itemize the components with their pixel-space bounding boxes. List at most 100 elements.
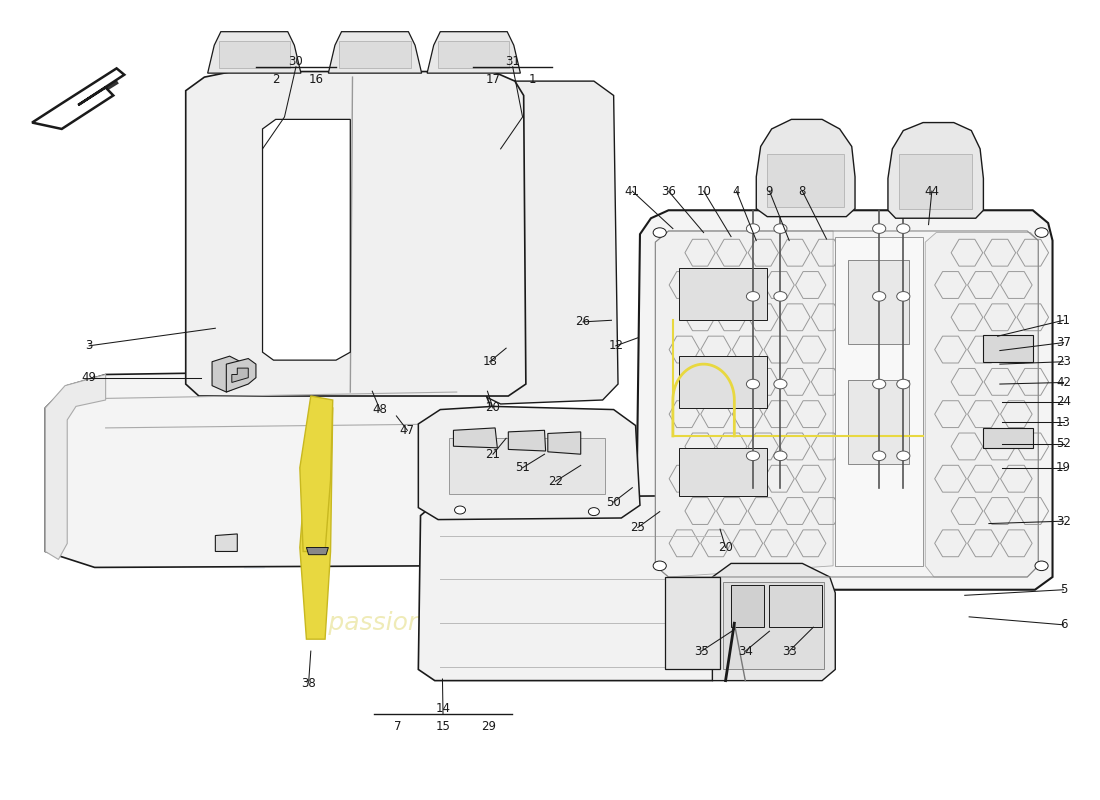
Text: 34: 34 (738, 645, 752, 658)
Circle shape (773, 379, 786, 389)
Circle shape (872, 379, 886, 389)
Circle shape (1035, 228, 1048, 238)
Bar (680, 448, 767, 496)
Polygon shape (186, 71, 526, 396)
Text: 18: 18 (482, 355, 497, 368)
Polygon shape (32, 68, 124, 129)
Circle shape (747, 379, 760, 389)
Text: 15: 15 (436, 720, 451, 734)
Text: 29: 29 (481, 720, 496, 734)
Text: 6: 6 (1059, 618, 1067, 631)
Text: 8: 8 (799, 185, 806, 198)
Polygon shape (769, 585, 822, 627)
Text: 31: 31 (505, 54, 520, 68)
Text: 13: 13 (1056, 416, 1071, 429)
Polygon shape (983, 428, 1033, 448)
Polygon shape (449, 438, 605, 494)
Text: 50: 50 (606, 495, 621, 509)
Text: 33: 33 (782, 645, 796, 658)
Text: 26: 26 (575, 315, 591, 328)
Polygon shape (508, 430, 546, 451)
Text: 4: 4 (733, 185, 740, 198)
Text: 17: 17 (485, 73, 501, 86)
Polygon shape (418, 496, 728, 681)
Circle shape (896, 379, 910, 389)
Circle shape (872, 291, 886, 301)
Polygon shape (418, 406, 640, 519)
Text: 12: 12 (608, 339, 624, 352)
Circle shape (653, 561, 667, 570)
Circle shape (747, 224, 760, 234)
Text: 37: 37 (1056, 336, 1071, 349)
Text: 51: 51 (515, 462, 530, 474)
Text: 19: 19 (1056, 462, 1071, 474)
Text: 1: 1 (529, 73, 536, 86)
Polygon shape (339, 42, 410, 68)
Circle shape (872, 224, 886, 234)
Text: 14: 14 (436, 702, 451, 715)
Text: 42: 42 (1056, 376, 1071, 389)
Polygon shape (329, 32, 421, 73)
Text: 25: 25 (630, 521, 646, 534)
Polygon shape (767, 154, 844, 207)
Text: 30: 30 (288, 54, 304, 68)
Circle shape (773, 451, 786, 461)
Polygon shape (925, 233, 1038, 577)
Polygon shape (212, 356, 241, 392)
Circle shape (747, 451, 760, 461)
Text: 9: 9 (766, 185, 773, 198)
Circle shape (773, 291, 786, 301)
Polygon shape (666, 577, 720, 670)
Polygon shape (232, 368, 249, 382)
Polygon shape (888, 122, 983, 218)
Circle shape (872, 451, 886, 461)
Circle shape (588, 508, 600, 515)
Circle shape (896, 224, 910, 234)
Polygon shape (757, 119, 855, 217)
Text: 35: 35 (694, 645, 708, 658)
Text: 16: 16 (308, 73, 323, 86)
Text: a passion for: a passion for (305, 611, 466, 635)
Text: 1085: 1085 (827, 398, 975, 450)
Text: 7: 7 (394, 720, 402, 734)
Bar (848, 261, 909, 344)
Polygon shape (45, 370, 490, 567)
Text: 36: 36 (661, 185, 675, 198)
Bar (680, 356, 767, 408)
Circle shape (747, 291, 760, 301)
Polygon shape (713, 563, 835, 681)
Polygon shape (484, 81, 618, 404)
Text: 49: 49 (81, 371, 97, 384)
Text: euro: euro (91, 358, 395, 474)
Text: 2: 2 (272, 73, 279, 86)
Text: 10: 10 (696, 185, 711, 198)
Polygon shape (548, 432, 581, 454)
Text: 41: 41 (625, 185, 640, 198)
Text: 52: 52 (1056, 438, 1071, 450)
Bar (848, 380, 909, 464)
Text: 47: 47 (400, 424, 415, 437)
Bar (680, 269, 767, 320)
Text: 44: 44 (924, 185, 939, 198)
Circle shape (653, 228, 667, 238)
Text: 3: 3 (86, 339, 92, 352)
Text: parts: parts (244, 454, 593, 569)
Polygon shape (300, 396, 332, 551)
Circle shape (1035, 561, 1048, 570)
Polygon shape (216, 534, 238, 551)
Polygon shape (899, 154, 972, 209)
Polygon shape (300, 406, 332, 639)
Text: 48: 48 (373, 403, 387, 416)
Polygon shape (983, 334, 1033, 362)
Circle shape (454, 506, 465, 514)
Text: 38: 38 (301, 677, 316, 690)
Circle shape (896, 451, 910, 461)
Polygon shape (227, 358, 256, 392)
Text: 5: 5 (1059, 583, 1067, 596)
Text: 24: 24 (1056, 395, 1071, 408)
Polygon shape (835, 237, 923, 566)
Polygon shape (724, 582, 824, 670)
Text: 22: 22 (548, 475, 563, 488)
Text: 32: 32 (1056, 514, 1071, 528)
Text: 20: 20 (718, 541, 733, 554)
